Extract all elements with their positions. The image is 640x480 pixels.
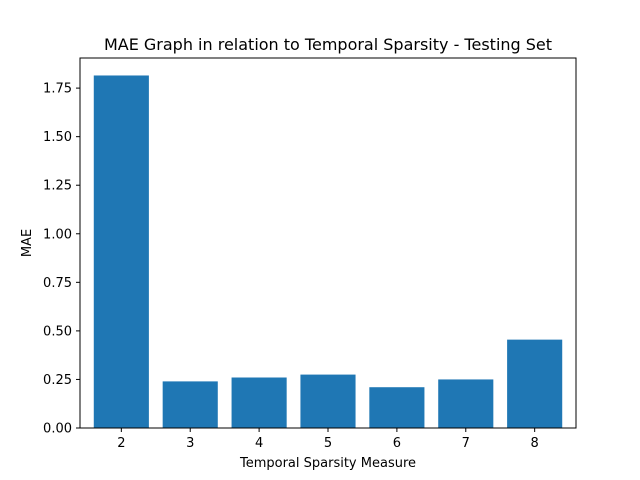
x-tick-label-5: 5 (324, 436, 332, 451)
y-tick-label-0.75: 0.75 (43, 276, 72, 291)
x-axis-label: Temporal Sparsity Measure (239, 456, 416, 471)
x-tick-label-6: 6 (393, 436, 401, 451)
bar-6 (369, 387, 425, 428)
x-tick-label-4: 4 (255, 436, 263, 451)
bar-8 (507, 339, 563, 428)
bars-layer (93, 75, 563, 428)
plot-frame (79, 57, 577, 429)
y-tick-label-0.00: 0.00 (43, 422, 72, 437)
bar-2 (93, 75, 149, 428)
x-tick-label-8: 8 (531, 436, 539, 451)
y-tick-label-0.25: 0.25 (43, 373, 72, 388)
ticks-layer: 2 3 4 5 6 7 8 0.00 0.25 0.50 0.75 1.00 1.25 1.50 1.75 (43, 82, 539, 451)
chart-title: MAE Graph in relation to Temporal Sparsi… (104, 35, 552, 54)
bar-4 (231, 377, 287, 428)
y-tick-label-0.50: 0.50 (43, 324, 72, 339)
x-tick-label-2: 2 (117, 436, 125, 451)
y-tick-label-1.00: 1.00 (43, 227, 72, 242)
bar-7 (438, 379, 494, 428)
bar-3 (162, 381, 218, 428)
x-tick-label-7: 7 (462, 436, 470, 451)
y-axis-label: MAE (20, 229, 35, 257)
bar-5 (300, 374, 356, 428)
x-tick-label-3: 3 (186, 436, 194, 451)
y-tick-label-1.50: 1.50 (43, 130, 72, 145)
y-tick-label-1.75: 1.75 (43, 82, 72, 97)
y-tick-label-1.25: 1.25 (43, 179, 72, 194)
